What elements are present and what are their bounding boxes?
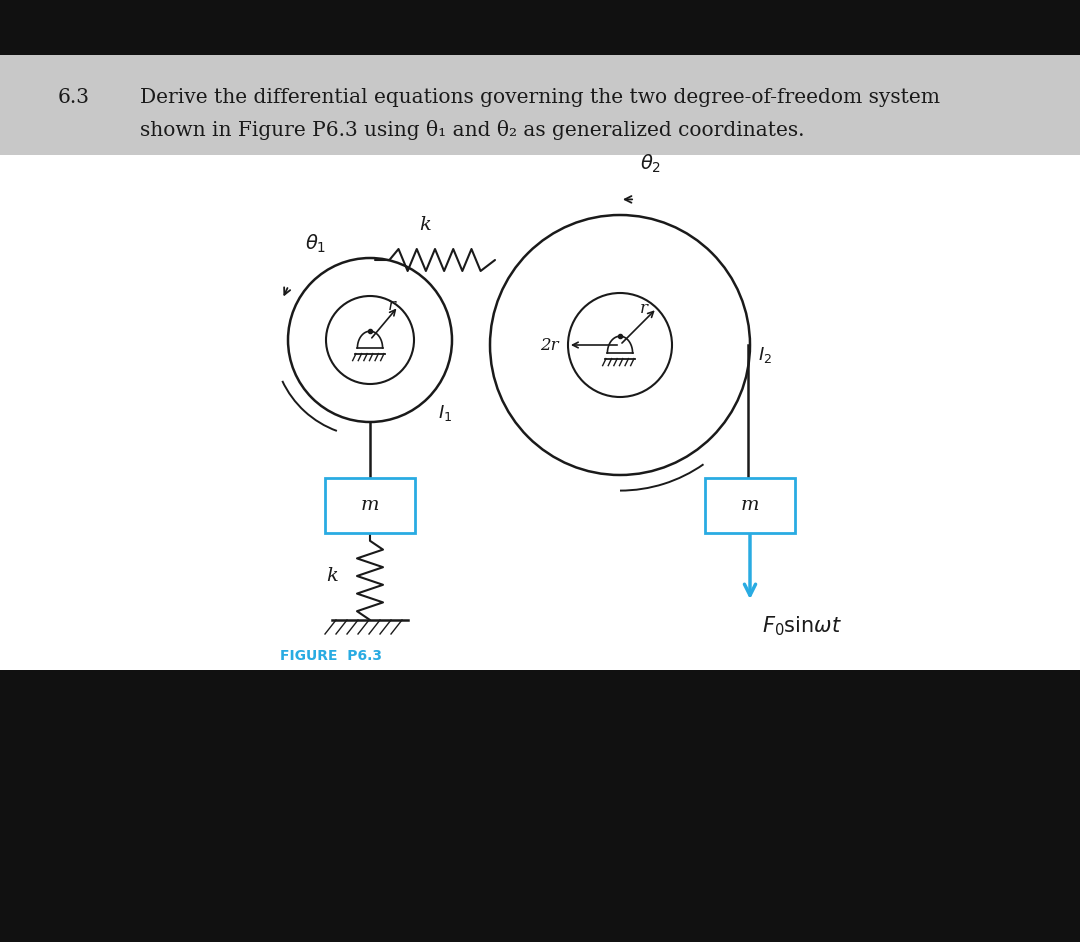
Text: shown in Figure P6.3 using θ₁ and θ₂ as generalized coordinates.: shown in Figure P6.3 using θ₁ and θ₂ as … — [140, 120, 805, 140]
Text: Derive the differential equations governing the two degree-of-freedom system: Derive the differential equations govern… — [140, 88, 940, 107]
FancyBboxPatch shape — [705, 478, 795, 533]
FancyBboxPatch shape — [325, 478, 415, 533]
Text: k: k — [326, 567, 338, 585]
Text: r: r — [388, 297, 396, 314]
Text: m: m — [361, 496, 379, 514]
Text: 2r: 2r — [540, 337, 558, 354]
Text: $F_0\mathrm{sin}\omega t$: $F_0\mathrm{sin}\omega t$ — [762, 614, 842, 638]
Bar — [0, 0, 1080, 55]
Text: FIGURE  P6.3: FIGURE P6.3 — [280, 649, 382, 663]
Text: r: r — [640, 300, 648, 317]
Text: $\theta_1$: $\theta_1$ — [305, 233, 326, 255]
Text: k: k — [419, 216, 431, 234]
Text: 6.3: 6.3 — [58, 88, 90, 107]
Bar — [0, 55, 1080, 155]
Text: $I_2$: $I_2$ — [758, 345, 772, 365]
Text: m: m — [741, 496, 759, 514]
Bar — [0, 155, 1080, 670]
Text: $\theta_2$: $\theta_2$ — [640, 153, 661, 175]
Bar — [0, 670, 1080, 942]
Text: $I_1$: $I_1$ — [438, 403, 453, 423]
